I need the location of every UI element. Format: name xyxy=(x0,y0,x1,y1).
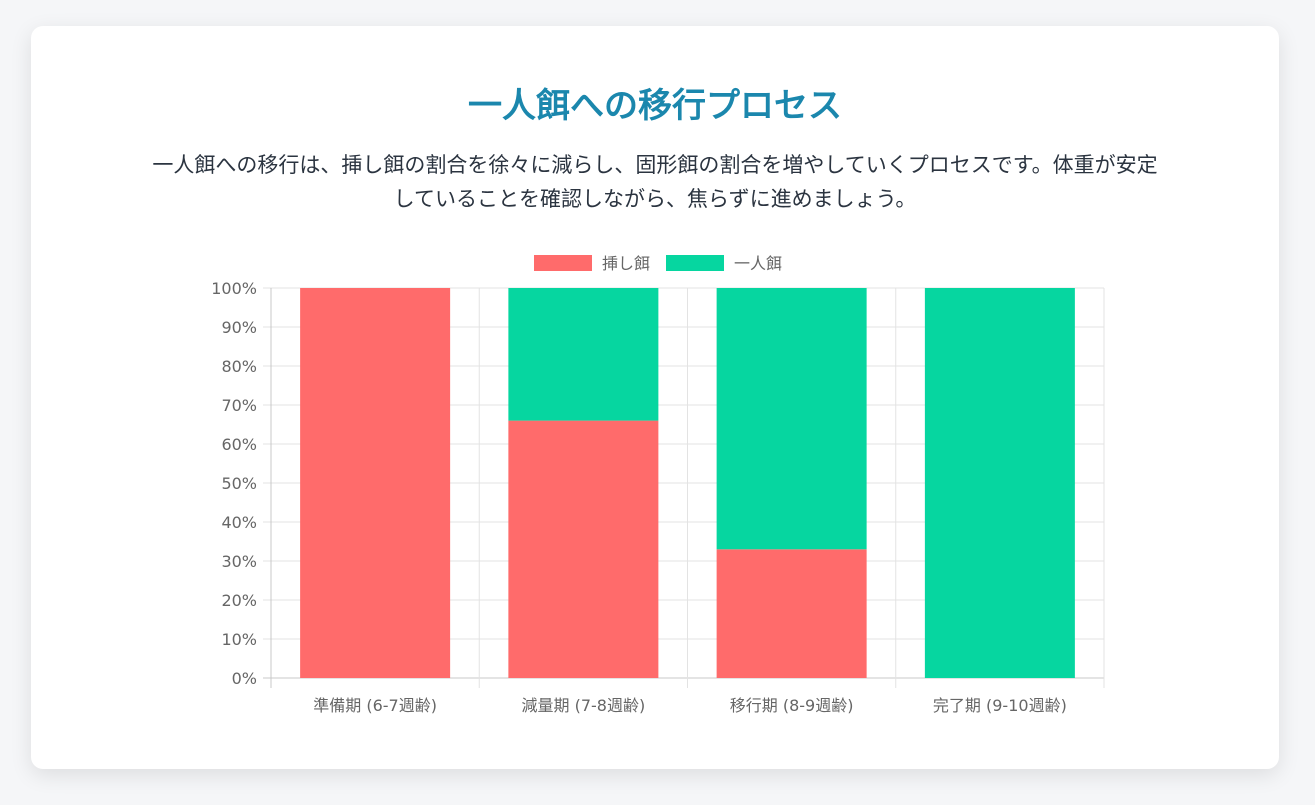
legend-label: 挿し餌 xyxy=(602,254,650,273)
legend-label: 一人餌 xyxy=(734,254,782,273)
x-tick-label: 減量期 (7-8週齢) xyxy=(522,696,646,715)
y-tick-label: 100% xyxy=(211,279,257,298)
bar-segment xyxy=(300,288,451,678)
bar-segment xyxy=(508,288,659,421)
bar-segment xyxy=(716,549,867,678)
bar-segment xyxy=(924,288,1075,678)
x-tick-label: 移行期 (8-9週齢) xyxy=(730,696,854,715)
x-tick-label: 完了期 (9-10週齢) xyxy=(933,696,1067,715)
legend-swatch xyxy=(534,255,592,271)
x-tick-label: 準備期 (6-7週齢) xyxy=(313,696,437,715)
y-tick-label: 80% xyxy=(221,357,257,376)
y-tick-label: 40% xyxy=(221,513,257,532)
y-tick-label: 0% xyxy=(232,669,257,688)
bar-segment xyxy=(508,420,659,678)
page-description: 一人餌への移行は、挿し餌の割合を徐々に減らし、固形餌の割合を増やしていくプロセス… xyxy=(152,153,1158,211)
y-tick-label: 50% xyxy=(221,474,257,493)
y-tick-label: 10% xyxy=(221,630,257,649)
legend-swatch xyxy=(666,255,724,271)
page-title: 一人餌への移行プロセス xyxy=(468,86,842,126)
bar-segment xyxy=(716,288,867,550)
y-tick-label: 60% xyxy=(221,435,257,454)
y-tick-label: 70% xyxy=(221,396,257,415)
y-tick-label: 20% xyxy=(221,591,257,610)
y-tick-label: 30% xyxy=(221,552,257,571)
y-tick-label: 90% xyxy=(221,318,257,337)
